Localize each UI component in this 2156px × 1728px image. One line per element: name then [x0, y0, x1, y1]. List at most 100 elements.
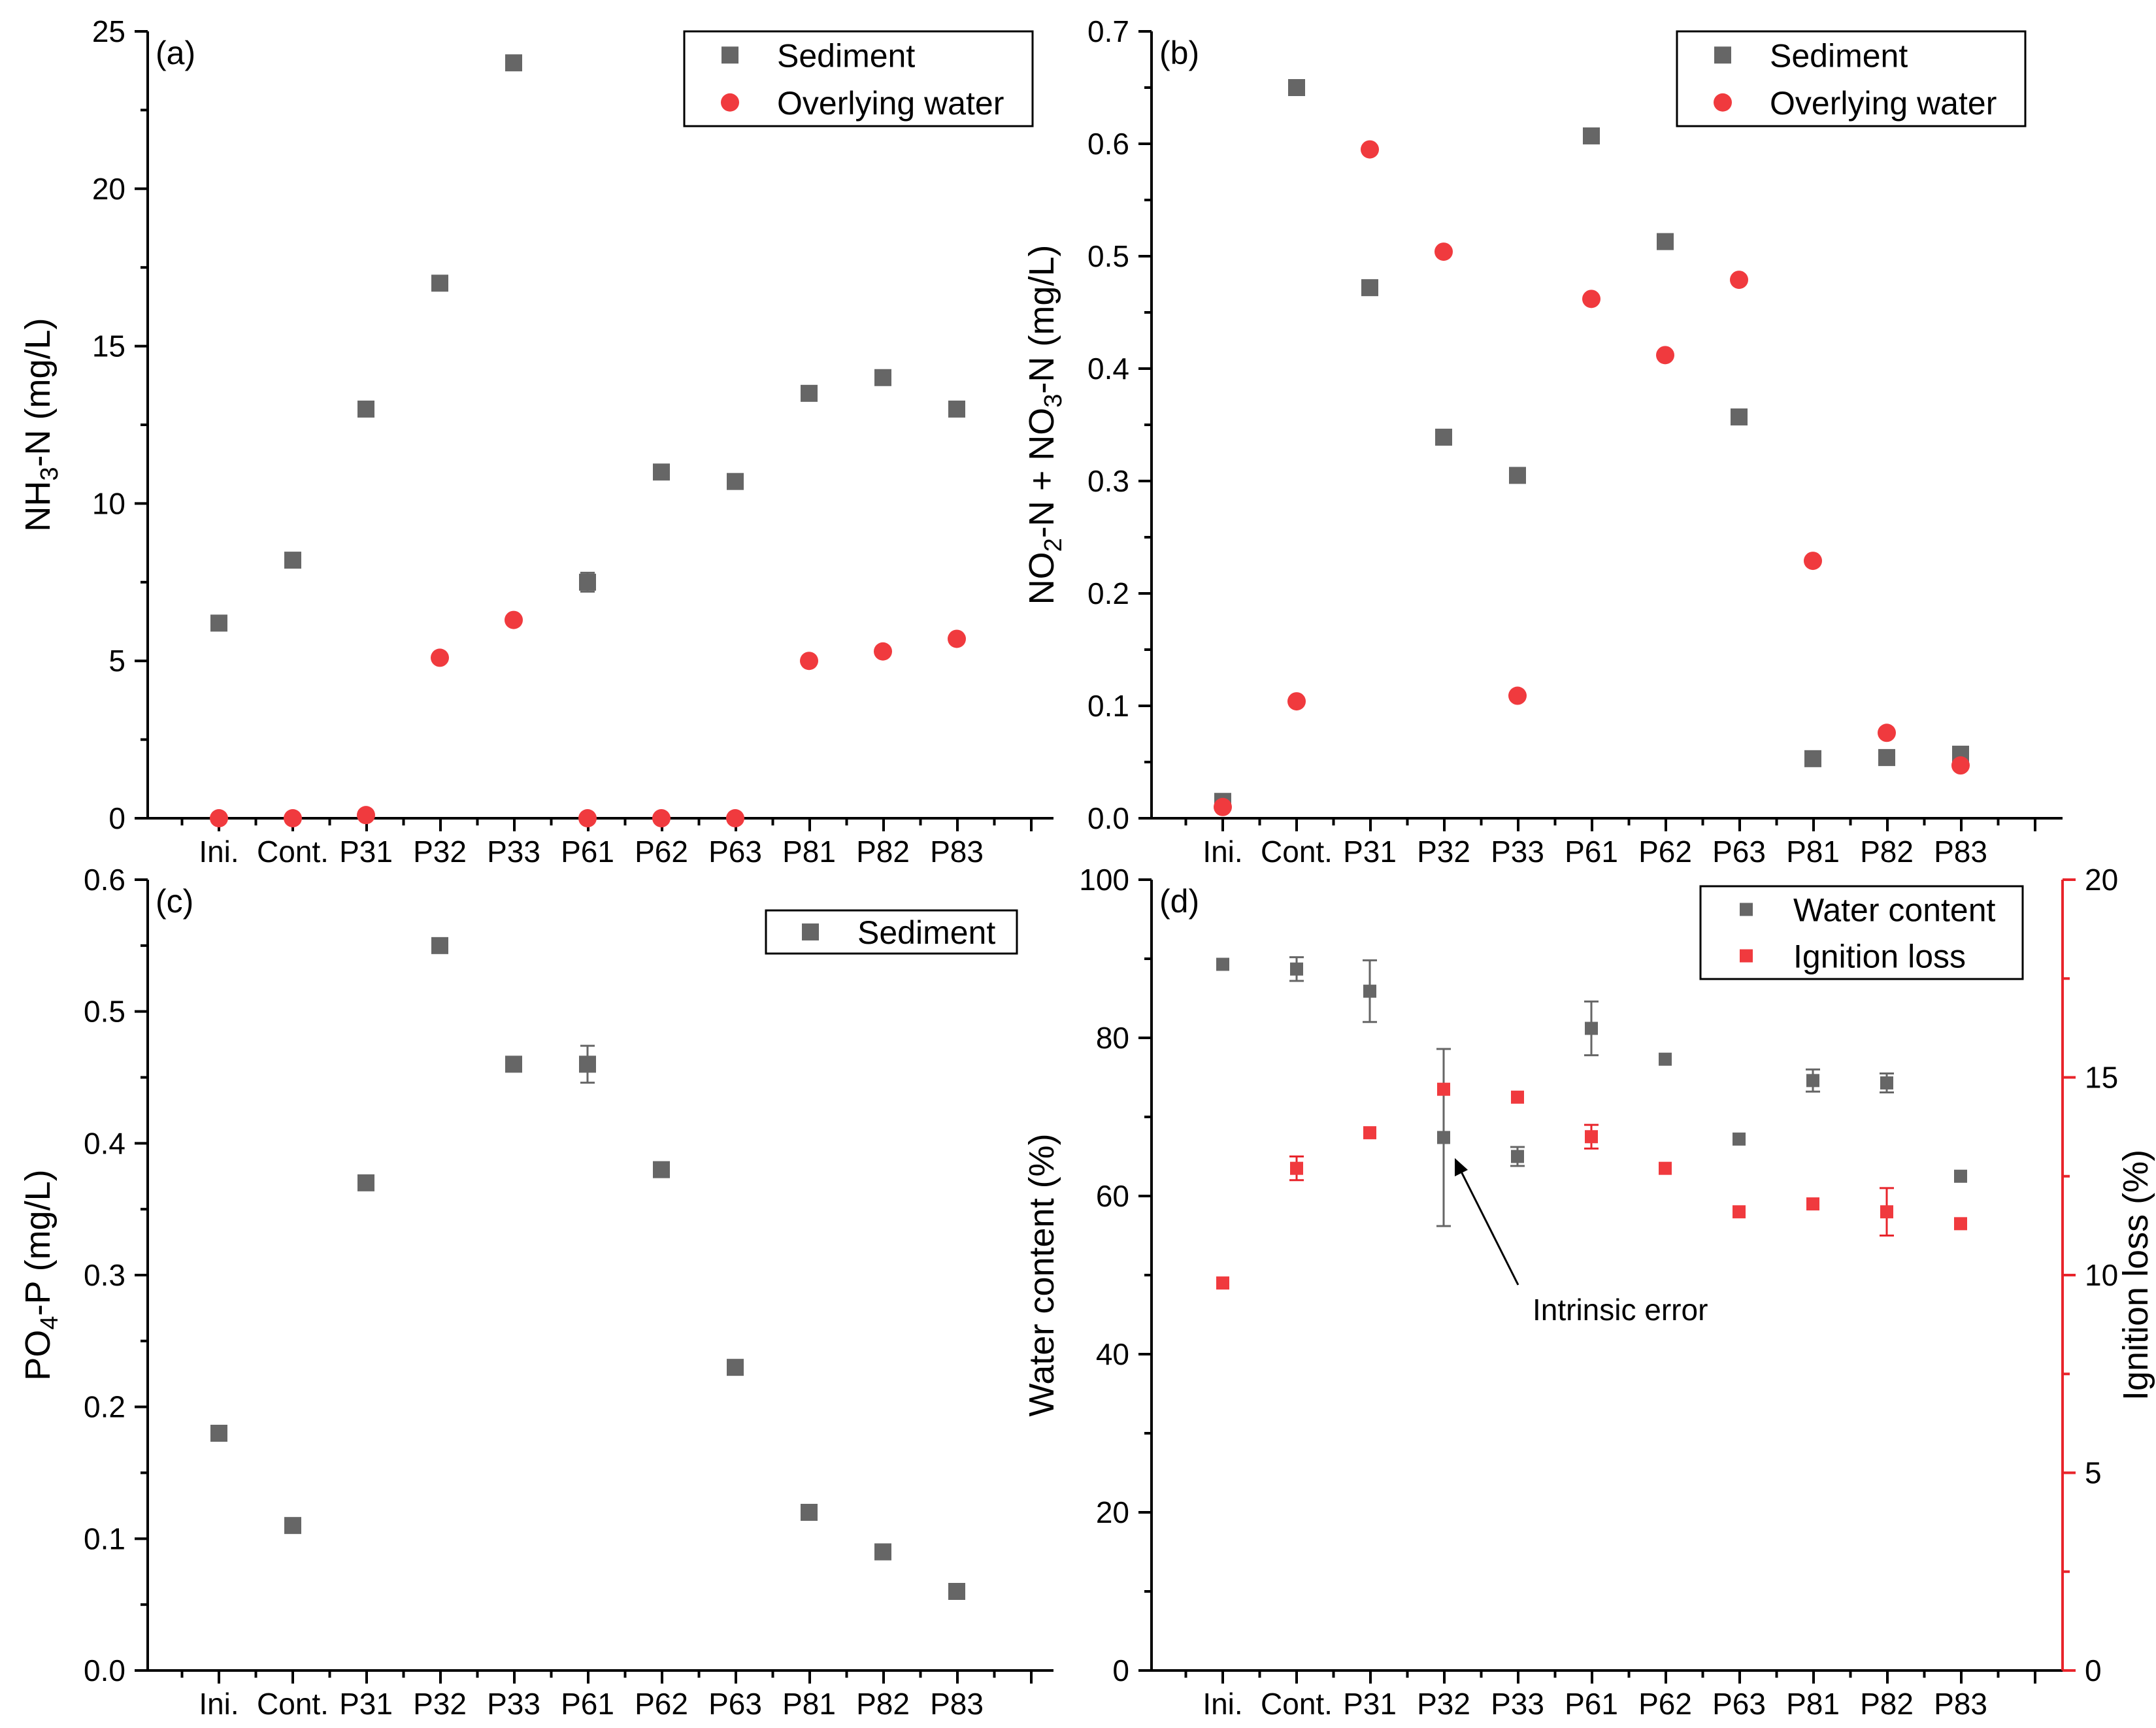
- data-point-sediment: [1878, 749, 1895, 767]
- data-point-overlying-water: [1951, 756, 1970, 775]
- data-point-water-content: [1290, 962, 1303, 976]
- data-point-overlying-water: [874, 642, 892, 661]
- data-point-sediment: [210, 1425, 227, 1442]
- y-tick-label: 100: [1079, 863, 1129, 897]
- legend-marker: [1740, 903, 1753, 916]
- x-tick-label: P62: [1638, 1687, 1692, 1721]
- data-point-water-content: [1659, 1052, 1672, 1066]
- y-tick-label: 15: [92, 329, 125, 363]
- data-point-sediment: [874, 1543, 891, 1561]
- data-point-overlying-water: [1804, 552, 1822, 571]
- x-tick-label: P33: [1491, 835, 1544, 869]
- y-tick-label: 0.4: [1087, 352, 1129, 386]
- x-tick-label: P62: [635, 835, 688, 869]
- legend-label: Ignition loss: [1793, 939, 1966, 975]
- y-tick-label: 0.5: [84, 995, 125, 1029]
- x-tick-label: P31: [1343, 1687, 1397, 1721]
- legend-marker: [802, 923, 819, 940]
- panel-label: (c): [156, 883, 193, 920]
- panel-label: (a): [156, 35, 195, 71]
- data-point-sediment: [1804, 750, 1821, 767]
- data-point-sediment: [1731, 408, 1748, 425]
- annotation-text: Intrinsic error: [1533, 1293, 1708, 1327]
- y-tick-label: 0.4: [84, 1126, 125, 1160]
- data-point-overlying-water: [1878, 723, 1896, 742]
- y-tick-label: 0: [1112, 1653, 1129, 1687]
- y-tick-label: 0.0: [1087, 801, 1129, 835]
- data-point-sediment: [653, 463, 670, 481]
- x-tick-label: P82: [1860, 1687, 1914, 1721]
- y-tick-label: 20: [1096, 1495, 1129, 1529]
- data-point-sediment: [727, 1359, 744, 1376]
- data-point-ignition-loss: [1437, 1082, 1450, 1096]
- x-tick-label: P62: [635, 1687, 688, 1721]
- x-tick-label: P81: [782, 835, 836, 869]
- data-point-sediment: [948, 400, 965, 418]
- panel-label: (b): [1159, 35, 1199, 71]
- x-tick-label: P81: [782, 1687, 836, 1721]
- y-tick-label: 0.3: [84, 1258, 125, 1292]
- legend-box: [1699, 885, 2024, 980]
- data-point-ignition-loss: [1290, 1161, 1303, 1175]
- y2-axis-title: Ignition loss (%): [2116, 1150, 2155, 1401]
- x-tick-label: P82: [856, 1687, 910, 1721]
- x-tick-label: P31: [339, 1687, 393, 1721]
- x-tick-label: P32: [1417, 835, 1470, 869]
- data-point-sediment: [505, 54, 522, 72]
- x-tick-label: P32: [413, 835, 467, 869]
- data-point-water-content: [1585, 1022, 1598, 1035]
- data-point-sediment: [357, 1174, 374, 1191]
- legend-marker: [721, 46, 738, 64]
- x-tick-label: P83: [930, 835, 984, 869]
- x-tick-label: P31: [339, 835, 393, 869]
- y-axis-title: Water content (%): [1022, 1133, 1061, 1416]
- x-tick-label: P63: [708, 835, 762, 869]
- y2-tick-label: 15: [2085, 1061, 2118, 1095]
- data-point-sediment: [1509, 467, 1526, 484]
- y-tick-label: 0.6: [84, 863, 125, 897]
- data-point-water-content: [1363, 984, 1376, 998]
- data-point-overlying-water: [505, 610, 523, 629]
- legend-label: Sediment: [857, 914, 995, 951]
- panel-c: 0.0 0.1 0.2 0.3 0.4 0.5 0.6 Ini. Cont. P31 P32 P33 P…: [18, 863, 1053, 1721]
- legend-label: Sediment: [777, 37, 915, 74]
- data-point-sediment: [801, 1504, 818, 1521]
- y-tick-label: 60: [1096, 1179, 1129, 1213]
- x-tick-label: P61: [561, 835, 614, 869]
- data-point-sediment: [579, 1055, 596, 1073]
- data-point-overlying-water: [284, 809, 302, 827]
- y-tick-label: 20: [92, 172, 125, 206]
- data-point-water-content: [1216, 957, 1229, 971]
- data-point-overlying-water: [1361, 140, 1379, 159]
- data-point-overlying-water: [578, 809, 597, 827]
- data-point-overlying-water: [431, 648, 449, 667]
- legend-label: Overlying water: [1770, 85, 1997, 122]
- y-axis-title: NH3-N (mg/L): [18, 318, 63, 531]
- y2-tick-label: 20: [2085, 863, 2118, 897]
- legend-box: [683, 30, 1034, 127]
- y-tick-label: 0.5: [1087, 239, 1129, 273]
- data-point-water-content: [1437, 1131, 1450, 1144]
- data-point-water-content: [1511, 1150, 1524, 1163]
- y-tick-label: 0.2: [84, 1390, 125, 1424]
- y-tick-label: 0.0: [84, 1653, 125, 1687]
- legend-box: [1676, 30, 2027, 127]
- y-tick-label: 0.2: [1087, 576, 1129, 610]
- data-point-ignition-loss: [1733, 1205, 1746, 1219]
- data-point-overlying-water: [1730, 271, 1748, 290]
- x-tick-label: P83: [1934, 1687, 1987, 1721]
- x-tick-label: P81: [1786, 835, 1840, 869]
- legend: Sediment Overlying water: [683, 30, 1034, 127]
- x-tick-label: P83: [930, 1687, 984, 1721]
- annotation: Intrinsic error: [1455, 1158, 1708, 1327]
- data-point-water-content: [1954, 1169, 1967, 1183]
- x-tick-label: P33: [487, 835, 540, 869]
- data-point-overlying-water: [1656, 346, 1674, 365]
- data-point-ignition-loss: [1216, 1276, 1229, 1290]
- x-tick-label: Ini.: [199, 835, 239, 869]
- x-tick-label: Cont.: [257, 835, 329, 869]
- data-point-ignition-loss: [1954, 1217, 1967, 1231]
- y-tick-label: 0.7: [1087, 14, 1129, 48]
- legend: Sediment: [765, 909, 1018, 955]
